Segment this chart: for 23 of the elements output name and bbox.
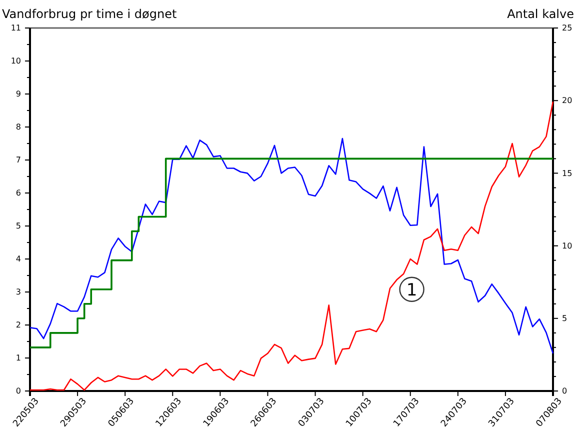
y-tick-label: 2 [16,320,21,330]
y-tick-label: 4 [16,254,21,264]
y-axis-title: Vandforbrug pr time i døgnet [2,7,177,21]
y2-tick-label: 5 [562,314,568,323]
y-tick-label: 5 [16,222,21,231]
y2-axis-title: Antal kalve [507,7,574,21]
y-tick-label: 7 [16,156,21,165]
y-tick-label: 6 [16,188,21,198]
y2-tick-label: 0 [562,386,568,396]
line-series [29,100,554,391]
y2-tick-label: 15 [562,168,572,178]
y2-tick-label: 10 [562,241,572,250]
y-tick-label: 11 [10,24,21,33]
y2-tick-label: 25 [562,24,572,33]
annotation: 1 [406,280,418,300]
y-tick-label: 3 [16,288,21,297]
y2-tick-label: 20 [562,96,572,106]
y-tick-label: 8 [16,122,21,132]
circled-number: 1 [399,276,424,302]
y-tick-label: 10 [10,56,21,66]
y-tick-label: 0 [16,386,21,396]
y-tick-label: 1 [16,354,21,363]
y-tick-label: 9 [16,90,21,99]
